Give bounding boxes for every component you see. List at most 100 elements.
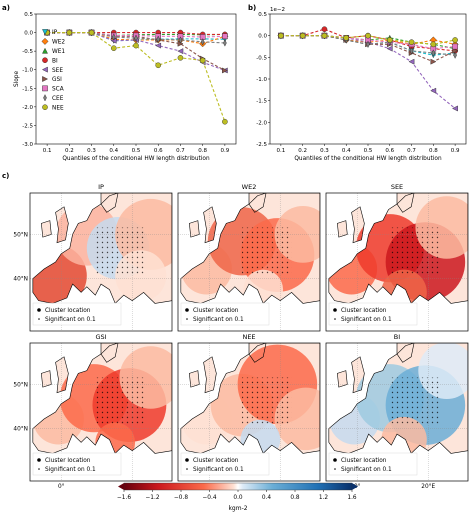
y-tick-label: -1.0 <box>256 77 267 83</box>
data-point <box>386 45 393 52</box>
coastline <box>100 343 119 363</box>
map-frame <box>29 342 173 482</box>
legend-box <box>32 302 122 326</box>
x-tick-label: 0.8 <box>198 148 207 154</box>
x-axis-label: Quantiles of the conditional HW length d… <box>62 156 210 162</box>
chart-b: 0.5 0.0 -0.5 -1.0 -1.5 -2.0 -2.5 0.1 0.2 0.3 0.4 0.… <box>256 7 467 162</box>
legend-marker <box>42 57 48 64</box>
colorbar-tick-label: −0.8 <box>174 495 188 501</box>
y-tick-label: -2.0 <box>22 105 33 111</box>
data-point <box>366 40 370 48</box>
colorbar: kgm-2 −1.6 −1.2 −0.8 −0.4 0.0 0.4 0.8 1.2 1.6 <box>117 482 358 512</box>
y-tick-label: 0.0 <box>24 31 33 37</box>
data-point <box>321 32 328 39</box>
coastline <box>337 370 348 388</box>
colorbar-label: kgm-2 <box>228 505 247 512</box>
colorbar-tick-label: 1.6 <box>347 495 357 501</box>
map-legend: Cluster location Significant on 0.1 <box>32 302 122 326</box>
lat-label: 40°N <box>13 427 28 433</box>
significance-label: Significant on 0.1 <box>341 317 392 323</box>
legend-label: WE1 <box>52 49 65 55</box>
y-axis-label: Slope <box>14 71 20 88</box>
legend-box <box>180 302 270 326</box>
data-point <box>177 55 184 61</box>
legend-label: IP <box>52 30 58 36</box>
coastline <box>248 193 267 213</box>
data-point <box>88 29 95 36</box>
data-point <box>178 36 183 44</box>
x-tick-label: 0.2 <box>298 148 307 154</box>
data-point <box>110 45 117 51</box>
legend-label: GSI <box>52 77 62 83</box>
map-panel: Cluster location Significant on 0.1 BI 0° 20… <box>325 333 469 490</box>
lat-label: 40°N <box>13 277 28 283</box>
significance-marker <box>334 468 336 470</box>
cluster-marker <box>185 308 189 312</box>
data-point <box>452 105 458 112</box>
x-tick-label: 0.5 <box>132 148 141 154</box>
significance-marker <box>38 318 40 320</box>
significance-label: Significant on 0.1 <box>193 317 244 323</box>
data-point <box>200 38 205 46</box>
map-frame <box>29 192 173 332</box>
y-tick-label: -1.5 <box>22 86 33 92</box>
x-tick-label: 0.3 <box>320 148 329 154</box>
data-point <box>430 58 437 65</box>
x-tick-label: 0.3 <box>87 148 96 154</box>
map-frame <box>325 342 469 482</box>
legend-label: WE2 <box>52 40 65 46</box>
map-title: BI <box>394 333 400 341</box>
y-tick-label: -3.0 <box>22 142 33 148</box>
data-point <box>365 32 371 39</box>
map-legend: Cluster location Significant on 0.1 <box>32 452 122 476</box>
series-line <box>47 32 226 122</box>
coastline <box>32 193 172 304</box>
data-point <box>155 42 162 49</box>
scale-note: 1e−2 <box>270 7 285 13</box>
legend-label: CEE <box>52 96 64 102</box>
colorbar-gradient <box>123 482 353 491</box>
colorbar-tick-label: −0.4 <box>202 495 216 501</box>
significance-label: Significant on 0.1 <box>45 317 96 323</box>
data-point <box>177 48 184 55</box>
colorbar-tick-label: −1.6 <box>117 495 131 501</box>
coastline <box>189 220 200 238</box>
map-panel: Cluster location Significant on 0.1 SEE <box>325 183 469 332</box>
data-point <box>386 37 393 43</box>
legend-box <box>328 302 418 326</box>
cluster-marker <box>185 458 189 462</box>
x-tick-label: 0.4 <box>109 148 118 154</box>
data-point <box>431 49 436 57</box>
coastline <box>189 370 200 388</box>
map-panel: Cluster location Significant on 0.1 GSI 50°… <box>13 333 173 490</box>
y-tick-label: 0.0 <box>258 34 267 40</box>
data-point <box>452 43 458 50</box>
coastline <box>248 343 267 363</box>
data-point <box>321 26 328 32</box>
x-tick-label: 0.5 <box>364 148 373 154</box>
y-tick-label: -2.0 <box>256 120 267 126</box>
y-tick-label: -1.5 <box>256 99 267 105</box>
legend-label: SEE <box>52 68 63 74</box>
colorbar-extend-low <box>118 483 124 490</box>
cluster-label: Cluster location <box>45 458 91 464</box>
data-point <box>343 35 350 41</box>
chart-a: 0.5 0.0 -0.5 -1.0 -1.5 -2.0 -2.5 -3.0 0.1 0.2 0.3 0… <box>14 12 237 162</box>
map-title: IP <box>98 183 104 191</box>
x-tick-label: 0.6 <box>385 148 394 154</box>
significance-stipple <box>241 377 292 426</box>
map-panel: Cluster location Significant on 0.1 IP 50°N… <box>13 183 173 332</box>
panel-label-c: c) <box>2 172 9 180</box>
data-point <box>409 47 414 55</box>
data-point <box>222 33 228 40</box>
coastline <box>203 356 217 394</box>
data-point <box>199 57 206 64</box>
coastline <box>100 193 119 213</box>
map-frame <box>325 192 469 332</box>
coastline <box>203 206 217 244</box>
legend-box <box>32 452 122 476</box>
coastline <box>180 343 320 454</box>
coastline <box>396 193 415 213</box>
legend-marker <box>42 29 48 36</box>
data-point <box>111 33 116 41</box>
